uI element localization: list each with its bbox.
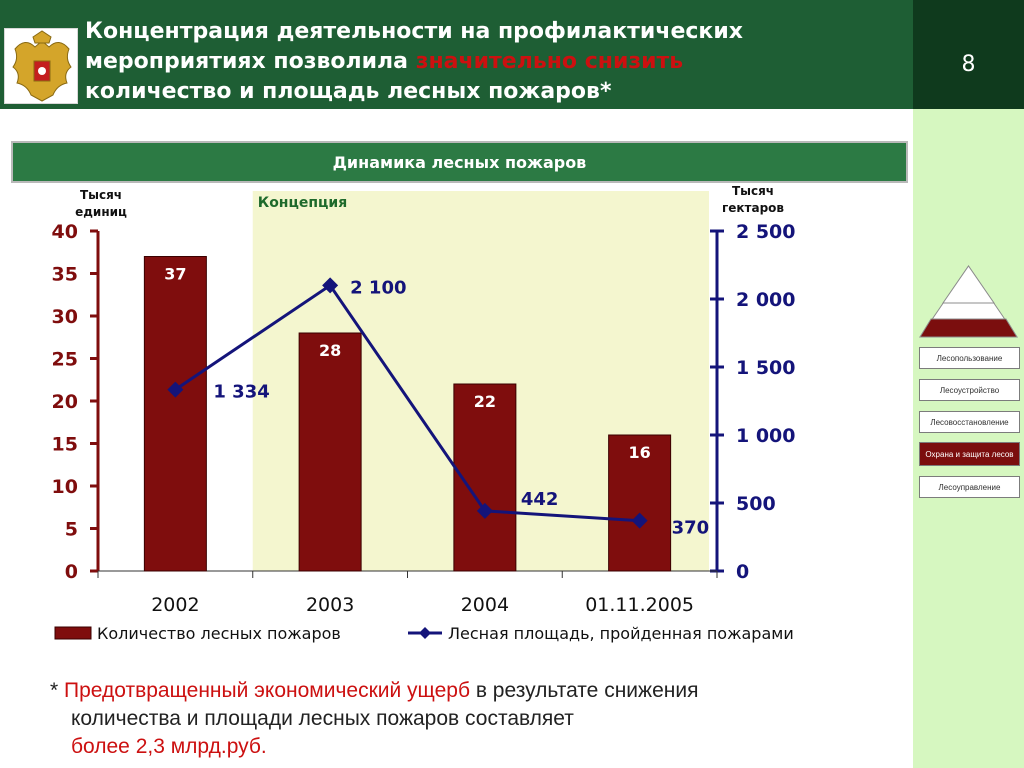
- line-data-label: 370: [672, 518, 710, 539]
- x-axis-tick-label: 2002: [151, 594, 199, 616]
- y-axis-left-tick-label: 5: [65, 519, 78, 541]
- page-number: 8: [961, 52, 976, 77]
- bar-fire-count: [143, 256, 207, 572]
- footnote: * Предотвращенный экономический ущерб в …: [50, 677, 698, 761]
- title-line-3: количество и площадь лесных пожаров*: [85, 79, 612, 104]
- y-axis-left-tick-label: 25: [52, 349, 78, 371]
- right-sidebar: Лесопользование Лесоустройство Лесовосст…: [913, 109, 1024, 768]
- y-axis-left-tick-label: 15: [52, 434, 78, 456]
- pyramid-icon[interactable]: [918, 264, 1019, 339]
- y-axis-right-tick-label: 500: [736, 493, 776, 515]
- bar-data-label: 28: [319, 341, 341, 360]
- title-line-1: Концентрация деятельности на профилактич…: [85, 19, 743, 44]
- line-point-marker: [476, 502, 493, 519]
- page-number-box: 8: [913, 0, 1024, 109]
- y-axis-left-tick-label: 30: [52, 306, 78, 328]
- legend-bar-label: Количество лесных пожаров: [97, 624, 341, 643]
- x-axis-tick-label: 2004: [461, 594, 509, 616]
- y-axis-right-tick-label: 0: [736, 561, 749, 583]
- x-axis-tick-label: 01.11.2005: [585, 594, 694, 616]
- x-axis-tick-label: 2003: [306, 594, 354, 616]
- highlight-label: Концепция: [258, 195, 347, 211]
- title-highlight: значительно снизить: [415, 49, 684, 74]
- y-axis-left-tick-label: 0: [65, 561, 78, 583]
- line-burned-area: [174, 283, 640, 523]
- bar-data-label: 16: [628, 443, 650, 462]
- y-axis-left-tick-label: 40: [52, 221, 78, 243]
- sidebar-item-lesopolzovanie[interactable]: Лесопользование: [919, 347, 1020, 369]
- y-axis-right-tick-label: 2 500: [736, 221, 796, 243]
- bar-fire-count: [608, 434, 672, 572]
- bar-fire-count: [453, 383, 517, 572]
- sidebar-item-okhrana-lesov[interactable]: Охрана и защита лесов: [919, 442, 1020, 466]
- legend-line-label: Лесная площадь, пройденная пожарами: [448, 624, 794, 643]
- y-axis-right-tick-label: 1 500: [736, 357, 796, 379]
- sidebar-item-lesoustroystvo[interactable]: Лесоустройство: [919, 379, 1020, 401]
- line-data-label: 1 334: [213, 382, 269, 403]
- sidebar-item-lesoupravlenie[interactable]: Лесоуправление: [919, 476, 1020, 498]
- footnote-line-2: количества и площади лесных пожаров сост…: [71, 707, 574, 730]
- forest-fires-chart: Концепция Тысяч единиц Тысяч гектаров 0 5 10 15 2…: [52, 184, 796, 643]
- y-axis-left-title-line-2: единиц: [75, 205, 127, 219]
- line-point-marker: [631, 512, 648, 529]
- y-axis-left-title-line-1: Тысяч: [80, 188, 122, 202]
- chart-subtitle: Динамика лесных пожаров: [11, 141, 908, 183]
- legend-line-marker: [419, 627, 431, 639]
- y-axis-right-title-line-1: Тысяч: [732, 184, 774, 198]
- title-line-2: мероприятиях позволила значительно снизи…: [85, 47, 905, 77]
- line-data-label: 2 100: [350, 277, 406, 298]
- y-axis-right-tick-label: 2 000: [736, 289, 796, 311]
- sidebar-item-lesovosstanovlenie[interactable]: Лесовосстановление: [919, 411, 1020, 433]
- page-title: Концентрация деятельности на профилактич…: [85, 17, 905, 107]
- footnote-star: *: [50, 679, 65, 702]
- legend-bar-swatch: [54, 626, 92, 640]
- title-line-2-start: мероприятиях позволила: [85, 49, 416, 74]
- y-axis-left-tick-label: 35: [52, 264, 78, 286]
- y-axis-left-tick-label: 10: [52, 476, 78, 498]
- header-bar: Концентрация деятельности на профилактич…: [0, 0, 913, 109]
- footnote-red-1: Предотвращенный экономический ущерб: [64, 679, 470, 702]
- bar-data-label: 22: [474, 392, 496, 411]
- line-point-marker: [167, 381, 184, 398]
- y-axis-left-tick-label: 20: [52, 391, 78, 413]
- y-axis-right-tick-label: 1 000: [736, 425, 796, 447]
- bar-fire-count: [298, 332, 362, 572]
- coat-of-arms-icon: [4, 28, 78, 104]
- line-data-label: 442: [521, 489, 559, 510]
- line-point-marker: [322, 277, 339, 294]
- footnote-text-1: в результате снижения: [469, 679, 699, 702]
- bar-data-label: 37: [164, 265, 186, 284]
- footnote-red-2: более 2,3 млрд.руб.: [71, 735, 267, 758]
- y-axis-right-title-line-2: гектаров: [722, 201, 784, 215]
